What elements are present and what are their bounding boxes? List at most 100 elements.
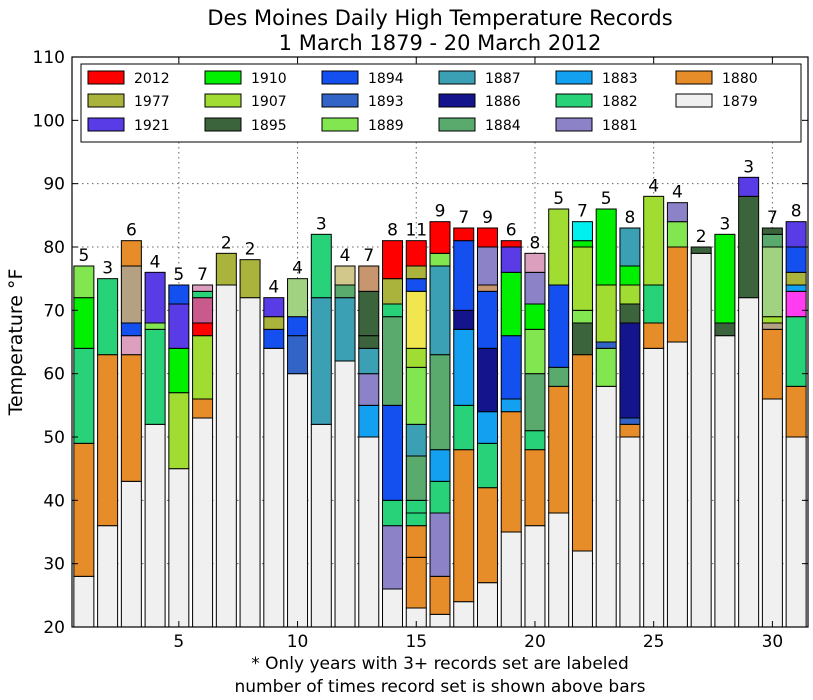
bar-segment xyxy=(168,284,190,305)
day-bar-29: 3 xyxy=(738,157,760,628)
legend-swatch xyxy=(87,93,125,108)
record-count-label: 4 xyxy=(340,246,351,266)
bar-segment xyxy=(168,468,190,628)
record-count-label: 4 xyxy=(150,252,161,272)
record-count-label: 8 xyxy=(791,202,802,222)
record-count-label: 2 xyxy=(221,233,232,253)
bar-segment xyxy=(476,284,498,292)
y-tick-label: 20 xyxy=(43,618,65,638)
bar-segment xyxy=(761,227,783,235)
day-bar-25: 4 xyxy=(643,176,665,628)
legend-item-1882: 1882 xyxy=(555,93,638,110)
legend-swatch xyxy=(438,70,476,85)
bar-segment xyxy=(785,221,807,248)
legend: 2012 1977 1921 1910 1907 1895 1894 1893 1889 1887… xyxy=(80,63,802,143)
record-count-label: 3 xyxy=(102,259,113,279)
bar-segment xyxy=(453,240,475,311)
bar-segment xyxy=(619,265,641,286)
bar-segment xyxy=(192,297,214,324)
legend-label: 1879 xyxy=(722,94,758,110)
y-tick-label: 60 xyxy=(43,365,65,385)
y-tick-label: 90 xyxy=(43,175,65,195)
record-count-label: 6 xyxy=(126,221,137,241)
day-bar-27: 2 xyxy=(690,227,712,628)
bar-segment xyxy=(785,271,807,286)
bar-segment xyxy=(429,512,451,577)
bar-segment xyxy=(405,265,427,280)
legend-item-1907: 1907 xyxy=(204,93,287,110)
day-bar-5: 5 xyxy=(168,265,190,628)
bar-segment xyxy=(524,252,546,273)
chart-title: Des Moines Daily High Temperature Record… xyxy=(207,6,672,30)
legend-label: 1889 xyxy=(368,118,404,134)
legend-swatch xyxy=(438,117,476,132)
bar-segment xyxy=(619,284,641,305)
bar-segment xyxy=(382,404,404,501)
bar-segment xyxy=(120,354,142,482)
day-bar-4: 4 xyxy=(144,252,166,628)
day-bar-26: 4 xyxy=(666,183,688,628)
bar-segment xyxy=(643,195,665,286)
bar-segment xyxy=(144,423,166,628)
legend-label: 1882 xyxy=(602,94,638,110)
bar-segment xyxy=(571,309,593,324)
legend-item-1884: 1884 xyxy=(438,117,521,134)
legend-item-1887: 1887 xyxy=(438,70,521,87)
bar-segment xyxy=(334,297,356,362)
legend-item-1881: 1881 xyxy=(555,117,638,134)
bar-segment xyxy=(595,284,617,343)
record-count-label: 7 xyxy=(363,246,374,266)
bar-segment xyxy=(690,252,712,628)
bar-segment xyxy=(429,252,451,267)
day-bar-31: 8 xyxy=(785,202,807,628)
bar-segment xyxy=(405,423,427,457)
legend-item-1883: 1883 xyxy=(555,70,638,87)
bar-segment xyxy=(73,265,95,299)
bar-segment xyxy=(761,246,783,318)
record-count-label: 3 xyxy=(316,214,327,234)
legend-label: 1880 xyxy=(722,71,758,87)
bar-segment xyxy=(761,398,783,628)
bar-segment xyxy=(263,328,285,349)
record-count-label: 4 xyxy=(292,259,303,279)
y-tick-label: 40 xyxy=(43,491,65,511)
bar-segment xyxy=(287,335,309,375)
bar-segment xyxy=(120,265,142,324)
day-bar-1: 5 xyxy=(73,246,95,628)
bar-segment xyxy=(500,411,522,533)
y-tick-label: 110 xyxy=(33,48,65,68)
bar-segment xyxy=(666,202,688,223)
bar-segment xyxy=(97,525,119,628)
bar-segment xyxy=(97,354,119,527)
bar-segment xyxy=(571,246,593,311)
record-count-label: 7 xyxy=(458,208,469,228)
bar-segment xyxy=(382,316,404,406)
bar-segment xyxy=(405,347,427,368)
bar-segment xyxy=(358,404,380,438)
legend-label: 1894 xyxy=(368,71,404,87)
y-tick-label: 70 xyxy=(43,301,65,321)
y-axis: 20 30 40 50 60 70 80 90 100 110 xyxy=(33,48,808,638)
bar-segment xyxy=(453,227,475,242)
plot-frame xyxy=(71,56,809,628)
bar-segment xyxy=(97,278,119,356)
bar-segment xyxy=(382,303,404,318)
bar-segment xyxy=(524,328,546,375)
legend-item-1910: 1910 xyxy=(204,70,287,87)
bar-segment xyxy=(192,398,214,419)
record-count-label: 11 xyxy=(405,221,427,241)
x-tick-label: 15 xyxy=(405,632,427,652)
day-bar-10: 4 xyxy=(287,259,309,628)
bar-segment xyxy=(738,176,760,197)
bar-segment xyxy=(120,480,142,628)
bar-segment xyxy=(738,297,760,628)
record-count-label: 7 xyxy=(767,208,778,228)
legend-item-1894: 1894 xyxy=(321,70,404,87)
legend-swatch xyxy=(675,70,713,85)
record-count-label: 8 xyxy=(530,233,541,253)
day-bar-12: 4 xyxy=(334,246,356,628)
legend-swatch xyxy=(555,93,593,108)
bar-segment xyxy=(263,347,285,628)
bar-segment xyxy=(619,436,641,628)
y-tick-label: 80 xyxy=(43,238,65,258)
